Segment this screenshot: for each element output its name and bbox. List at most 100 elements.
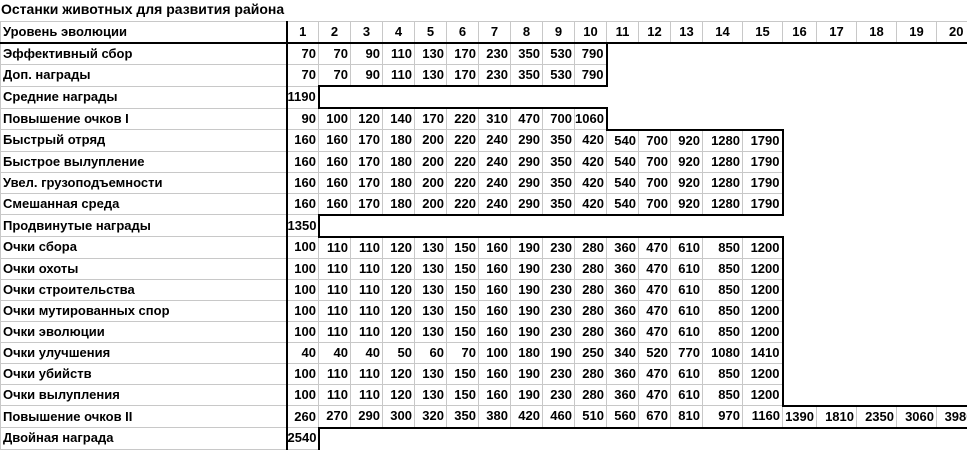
value-cell: 100 <box>287 363 319 384</box>
empty-cell <box>607 43 639 65</box>
value-cell: 60 <box>415 342 447 363</box>
value-cell: 200 <box>415 172 447 193</box>
value-cell: 190 <box>511 300 543 321</box>
empty-cell <box>447 86 479 108</box>
empty-cell <box>897 172 937 193</box>
value-cell: 70 <box>319 65 351 87</box>
header-level: 18 <box>857 22 897 44</box>
value-cell: 850 <box>703 300 743 321</box>
empty-cell <box>783 342 817 363</box>
value-cell: 510 <box>575 406 607 428</box>
value-cell: 200 <box>415 151 447 172</box>
empty-cell <box>817 342 857 363</box>
value-cell: 230 <box>479 65 511 87</box>
value-cell: 470 <box>639 258 671 279</box>
value-cell: 1410 <box>743 342 783 363</box>
value-cell: 160 <box>287 193 319 215</box>
value-cell: 420 <box>575 193 607 215</box>
value-cell: 970 <box>703 406 743 428</box>
header-level: 1 <box>287 22 319 44</box>
value-cell: 790 <box>575 43 607 65</box>
value-cell: 170 <box>447 65 479 87</box>
header-level: 12 <box>639 22 671 44</box>
row-label: Смешанная среда <box>1 193 287 215</box>
empty-cell <box>607 215 639 237</box>
value-cell: 850 <box>703 363 743 384</box>
empty-cell <box>897 193 937 215</box>
empty-cell <box>937 193 967 215</box>
empty-cell <box>897 384 937 406</box>
value-cell: 1200 <box>743 237 783 259</box>
header-level: 17 <box>817 22 857 44</box>
empty-cell <box>511 86 543 108</box>
value-cell: 200 <box>415 193 447 215</box>
empty-cell <box>817 321 857 342</box>
value-cell: 1190 <box>287 86 319 108</box>
value-cell: 160 <box>479 258 511 279</box>
value-cell: 850 <box>703 384 743 406</box>
empty-cell <box>857 258 897 279</box>
value-cell: 610 <box>671 300 703 321</box>
empty-cell <box>703 43 743 65</box>
value-cell: 170 <box>351 172 383 193</box>
value-cell: 170 <box>351 130 383 152</box>
value-cell: 120 <box>383 237 415 259</box>
empty-cell <box>511 428 543 450</box>
value-cell: 100 <box>479 342 511 363</box>
value-cell: 160 <box>319 193 351 215</box>
value-cell: 240 <box>479 193 511 215</box>
empty-cell <box>897 342 937 363</box>
empty-cell <box>671 428 703 450</box>
value-cell: 90 <box>351 43 383 65</box>
empty-cell <box>671 86 703 108</box>
value-cell: 150 <box>447 363 479 384</box>
value-cell: 280 <box>575 279 607 300</box>
empty-cell <box>783 237 817 259</box>
value-cell: 540 <box>607 193 639 215</box>
value-cell: 180 <box>383 193 415 215</box>
value-cell: 470 <box>511 108 543 130</box>
empty-cell <box>857 172 897 193</box>
value-cell: 220 <box>447 151 479 172</box>
empty-cell <box>783 258 817 279</box>
empty-cell <box>783 151 817 172</box>
empty-cell <box>857 193 897 215</box>
value-cell: 110 <box>383 43 415 65</box>
table-row: Двойная награда25402540 <box>1 428 967 450</box>
empty-cell <box>897 279 937 300</box>
row-label: Очки улучшения <box>1 342 287 363</box>
value-cell: 670 <box>639 406 671 428</box>
value-cell: 150 <box>447 384 479 406</box>
value-cell: 610 <box>671 321 703 342</box>
header-level: 19 <box>897 22 937 44</box>
value-cell: 1200 <box>743 363 783 384</box>
value-cell: 190 <box>511 321 543 342</box>
empty-cell <box>447 215 479 237</box>
value-cell: 100 <box>287 258 319 279</box>
value-cell: 160 <box>287 130 319 152</box>
empty-cell <box>743 108 783 130</box>
empty-cell <box>783 363 817 384</box>
empty-cell <box>937 86 967 108</box>
header-level: 16 <box>783 22 817 44</box>
empty-cell <box>703 428 743 450</box>
value-cell: 110 <box>351 258 383 279</box>
value-cell: 110 <box>319 300 351 321</box>
value-cell: 770 <box>671 342 703 363</box>
empty-cell <box>511 215 543 237</box>
value-cell: 120 <box>383 300 415 321</box>
value-cell: 40 <box>351 342 383 363</box>
empty-cell <box>817 172 857 193</box>
row-label: Повышение очков II <box>1 406 287 428</box>
header-level: 13 <box>671 22 703 44</box>
value-cell: 420 <box>511 406 543 428</box>
value-cell: 110 <box>319 321 351 342</box>
value-cell: 360 <box>607 363 639 384</box>
value-cell: 460 <box>543 406 575 428</box>
value-cell: 420 <box>575 172 607 193</box>
value-cell: 130 <box>415 65 447 87</box>
value-cell: 280 <box>575 384 607 406</box>
